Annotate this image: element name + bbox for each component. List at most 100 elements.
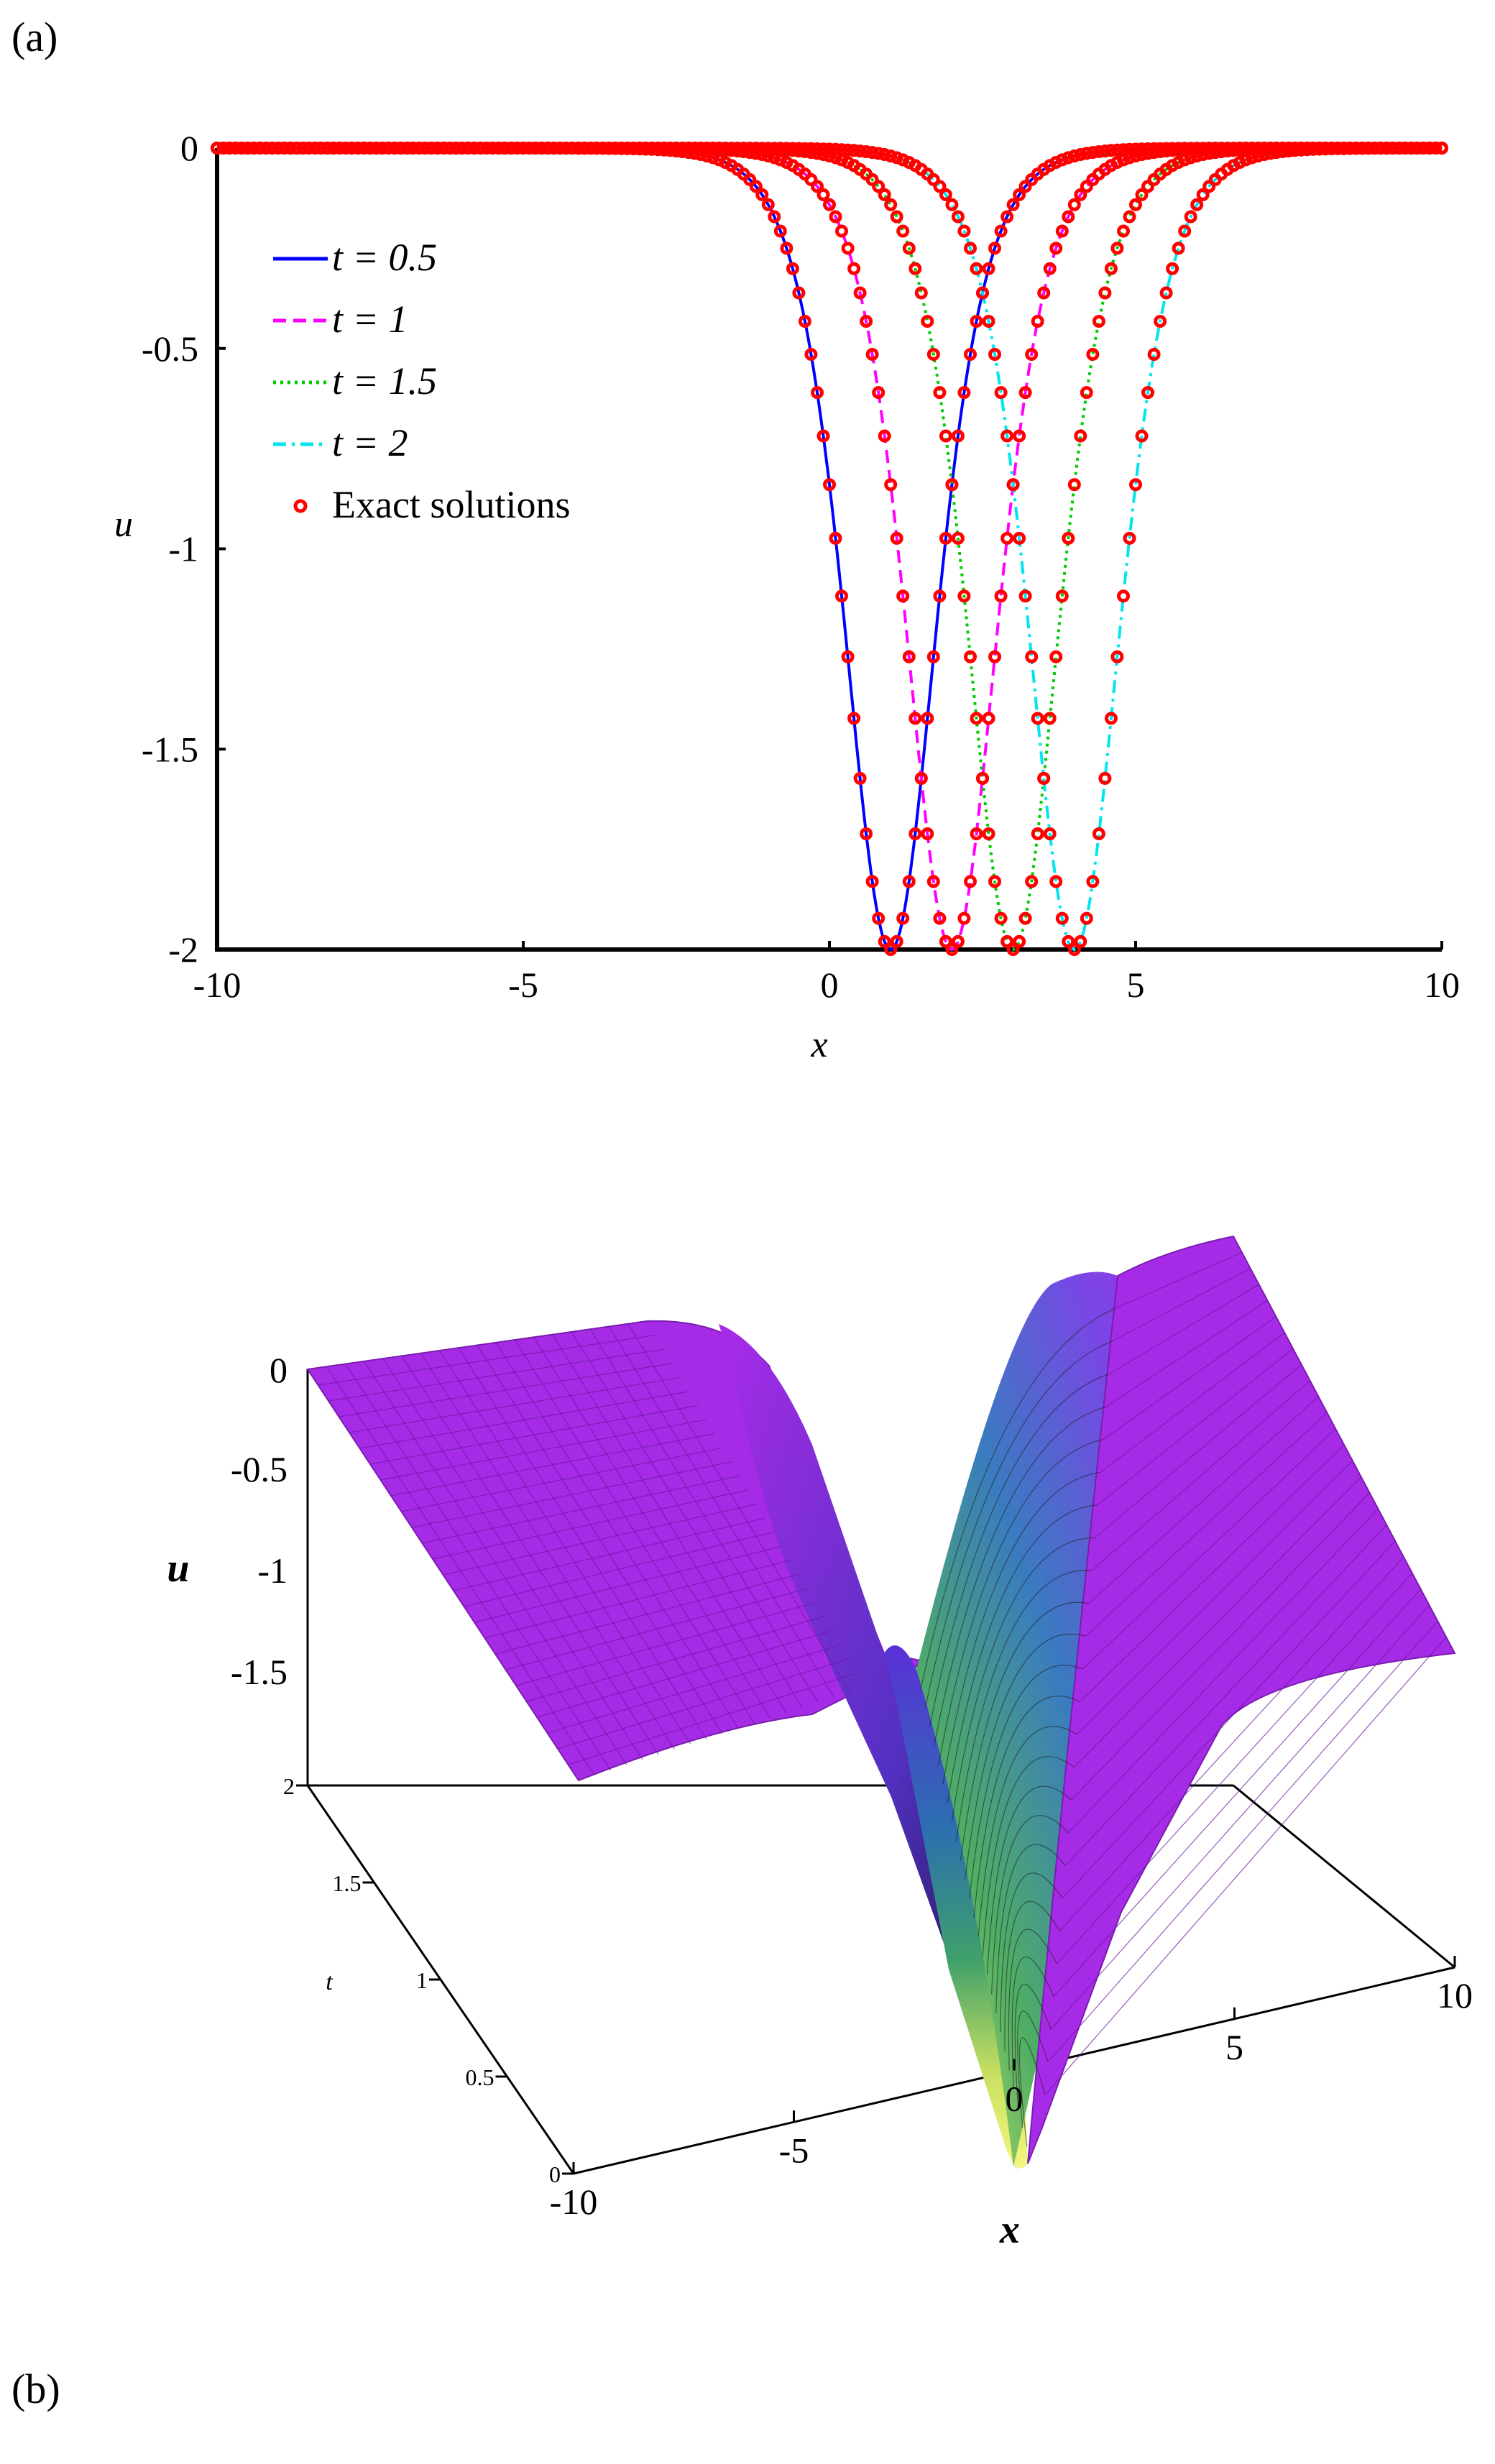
a-exact-marker xyxy=(860,827,873,840)
a-exact-marker xyxy=(1000,934,1014,948)
a-legend-label: t = 1 xyxy=(332,298,408,341)
b-mesh-line xyxy=(1094,1364,1302,1539)
a-exact-marker xyxy=(333,142,346,155)
b-mesh-line xyxy=(1008,1929,1057,2071)
a-exact-marker xyxy=(921,712,934,725)
a-exact-marker xyxy=(707,142,720,155)
a-exact-marker xyxy=(1074,429,1087,443)
a-exact-marker xyxy=(1294,143,1307,157)
a-exact-marker xyxy=(1013,429,1026,443)
a-exact-marker xyxy=(1055,911,1069,925)
a-exact-marker xyxy=(461,142,475,155)
a-exact-marker xyxy=(308,142,322,155)
a-exact-marker xyxy=(1117,224,1130,238)
b-mesh-line xyxy=(969,1665,1083,1899)
b-t-tick-label: 0 xyxy=(549,2161,561,2187)
a-exact-marker xyxy=(1043,712,1057,725)
a-exact-marker xyxy=(1129,150,1142,162)
a-exact-marker xyxy=(908,712,922,725)
a-exact-marker xyxy=(878,148,891,161)
a-exact-marker xyxy=(694,142,708,155)
a-exact-marker xyxy=(211,142,224,155)
a-exact-marker xyxy=(1196,148,1210,161)
a-exact-marker xyxy=(988,242,1001,255)
a-exact-marker xyxy=(1067,198,1081,211)
a-exact-marker xyxy=(1282,144,1295,158)
a-exact-marker xyxy=(951,210,965,224)
a-exact-marker xyxy=(1129,198,1142,211)
a-exact-marker xyxy=(559,142,573,155)
a-exact-marker xyxy=(1190,150,1204,162)
b-mesh-line xyxy=(1108,1284,1259,1375)
b-mesh-line xyxy=(1111,1268,1251,1342)
panel-b-label: (b) xyxy=(12,2366,60,2412)
a-exact-marker xyxy=(939,531,952,545)
a-exact-marker xyxy=(382,142,395,155)
b-mesh-line xyxy=(924,1341,1113,1709)
a-exact-marker xyxy=(1092,315,1105,328)
a-exact-marker xyxy=(253,142,267,155)
a-exact-marker xyxy=(1172,143,1185,157)
a-exact-marker xyxy=(1166,262,1179,275)
a-exact-marker xyxy=(241,142,254,155)
a-exact-marker xyxy=(1104,144,1118,157)
a-exact-marker xyxy=(890,531,903,545)
a-exact-marker xyxy=(1154,145,1167,158)
b-mesh-line xyxy=(965,1633,1086,1880)
a-exact-marker xyxy=(1062,151,1075,165)
a-exact-marker xyxy=(768,142,781,155)
a-exact-marker xyxy=(1006,478,1020,492)
b-t-tick-label: 1.5 xyxy=(333,1870,362,1896)
a-exact-marker xyxy=(1147,348,1161,361)
a-exact-marker xyxy=(1135,429,1149,443)
a-exact-marker xyxy=(523,142,536,155)
a-exact-marker xyxy=(1202,180,1216,193)
a-exact-marker xyxy=(780,242,794,255)
a-exact-marker xyxy=(865,173,879,186)
a-exact-marker xyxy=(853,286,867,300)
b-mesh-line xyxy=(1050,1604,1430,2030)
a-exact-marker xyxy=(1417,142,1430,155)
a-exact-marker xyxy=(1123,151,1136,165)
a-legend-marker xyxy=(293,499,308,513)
a-exact-marker xyxy=(878,188,891,201)
a-legend: t = 0.5 t = 1 t = 1.5 t = 2 Exact solutions xyxy=(273,236,570,526)
a-exact-marker xyxy=(1404,142,1418,155)
a-y-tick-label: -1.5 xyxy=(142,729,198,769)
b-z-tick-label: -0.5 xyxy=(231,1449,288,1489)
a-exact-marker xyxy=(1110,143,1124,157)
a-exact-marker xyxy=(1037,771,1051,785)
b-mesh-line xyxy=(1088,1396,1319,1604)
b-mesh-line xyxy=(934,1406,1107,1747)
a-exact-marker xyxy=(247,142,261,155)
a-exact-marker xyxy=(1159,286,1173,300)
a-exact-marker xyxy=(982,827,995,840)
b-mesh-line xyxy=(439,1350,691,1744)
b-mesh-line xyxy=(986,1785,1072,1975)
a-exact-marker xyxy=(872,147,886,160)
a-exact-marker xyxy=(878,934,891,948)
b-x-tick-label: 5 xyxy=(1225,2027,1243,2067)
a-exact-marker xyxy=(602,142,616,155)
b-mesh-line xyxy=(920,1308,1116,1689)
b-t-tick-label: 2 xyxy=(283,1773,295,1799)
b-mesh-line xyxy=(1091,1380,1311,1571)
a-exact-marker xyxy=(933,386,947,400)
a-exact-marker xyxy=(1067,478,1081,492)
a-exact-marker xyxy=(302,142,316,155)
a-exact-marker xyxy=(957,224,971,238)
a-exact-marker xyxy=(1257,148,1271,161)
a-exact-marker xyxy=(670,142,683,155)
a-exact-marker xyxy=(498,142,512,155)
a-exact-marker xyxy=(761,198,775,211)
a-exact-marker xyxy=(798,142,811,155)
b-t-tick-label: 1 xyxy=(416,1967,428,1993)
a-exact-marker xyxy=(884,198,898,211)
b-mesh-line xyxy=(589,1328,819,1703)
b-mesh-line xyxy=(514,1339,755,1724)
a-exact-marker xyxy=(749,142,763,155)
b-mesh-line xyxy=(1103,1316,1276,1440)
a-exact-marker xyxy=(847,144,861,157)
a-exact-marker xyxy=(1080,386,1093,400)
